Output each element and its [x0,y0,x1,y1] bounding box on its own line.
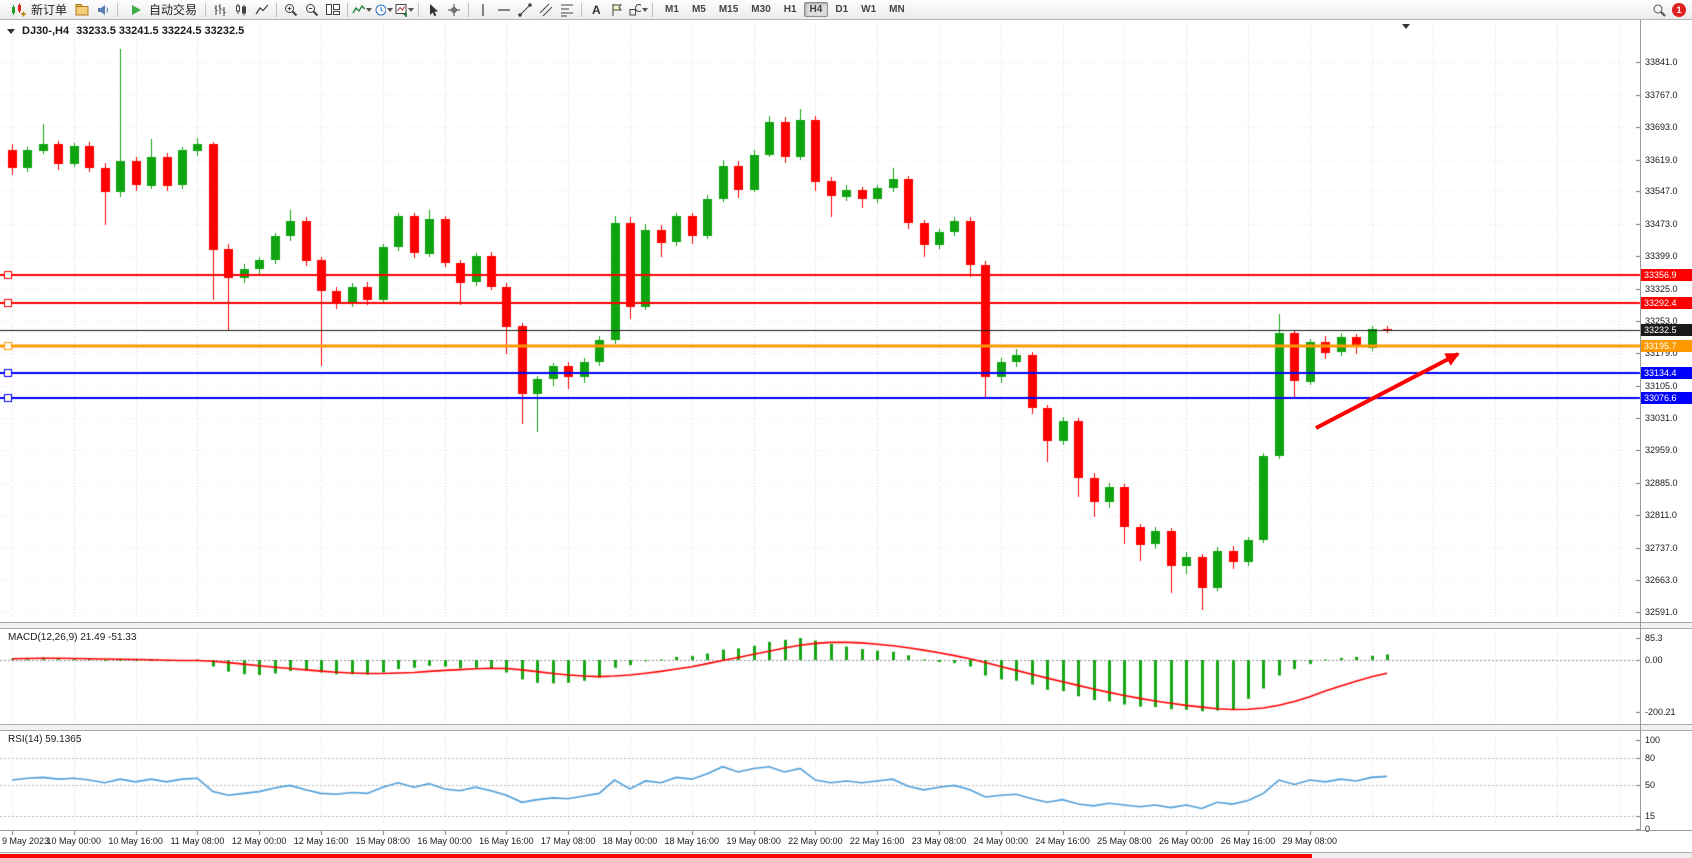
timeframe-button-m15[interactable]: M15 [718,4,739,15]
tile-windows-button[interactable] [323,1,343,19]
ohlc-values: 33233.5 33241.5 33224.5 33232.5 [76,25,245,37]
macd-indicator-label: MACD(12,26,9) 21.49 -51.33 [8,632,137,643]
horizontal-scrollbar[interactable] [0,852,1692,858]
toolbar-separator [652,2,654,17]
clock-period-button[interactable] [373,1,394,19]
shapes-caret-icon [642,7,649,12]
zoom-out-button[interactable] [302,1,322,19]
chart-header: DJ30-,H4 33233.5 33241.5 33224.5 33232.5 [7,25,244,37]
new-order-button[interactable]: 新订单 [4,1,71,19]
scrollbar-thumb[interactable] [0,854,1312,858]
horizontal-line-button[interactable] [494,1,514,19]
channel-button[interactable] [536,1,556,19]
notification-badge[interactable]: 1 [1672,2,1686,17]
candlestick-chart-button[interactable] [231,1,251,19]
sound-alert-icon[interactable] [93,1,113,19]
vertical-line-button[interactable] [473,1,493,19]
trend-arrow-annotation[interactable] [1300,338,1480,438]
fibonacci-button[interactable] [557,1,577,19]
indicators-caret-icon [366,7,373,12]
timeframe-button-m5[interactable]: M5 [691,4,706,15]
search-icon[interactable] [1649,1,1669,19]
new-order-candle-icon [8,1,28,19]
indicators-button[interactable] [352,1,373,19]
timeframe-button-mn[interactable]: MN [889,4,905,15]
svg-text:A: A [592,3,601,17]
timeframe-button-h1[interactable]: H1 [783,4,797,15]
pane-splitter-rsi[interactable] [0,724,1692,731]
line-chart-button[interactable] [252,1,272,19]
bar-chart-button[interactable] [210,1,230,19]
trendline-button[interactable] [515,1,535,19]
timeframe-button-m30[interactable]: M30 [751,4,771,15]
timeframe-button-w1[interactable]: W1 [861,4,877,15]
pane-splitter-macd[interactable] [0,622,1692,629]
chart-scroll-marker-icon[interactable] [1402,24,1410,29]
toolbar-separator [117,2,119,17]
auto-trading-label: 自动交易 [149,3,198,17]
toolbar-separator [347,2,349,17]
templates-button[interactable] [394,1,415,19]
zoom-in-button[interactable] [281,1,301,19]
price-axis-border [1640,20,1641,830]
rsi-indicator-label: RSI(14) 59.1365 [8,734,82,745]
text-button[interactable]: A [586,1,606,19]
timeframe-button-d1[interactable]: D1 [835,4,849,15]
new-order-label: 新订单 [31,3,68,17]
toolbar-separator [581,2,583,17]
auto-trading-button[interactable]: 自动交易 [122,1,201,19]
toolbar: 新订单 自动交易 [0,0,1692,20]
label-button[interactable] [607,1,627,19]
timeframe-button-h4[interactable]: H4 [803,2,829,17]
symbol-period-label: DJ30-,H4 [22,25,70,37]
clock-caret-icon [387,7,394,12]
templates-caret-icon [408,7,415,12]
shapes-button[interactable] [628,1,649,19]
timeframe-button-m1[interactable]: M1 [665,4,679,15]
play-icon [126,1,146,19]
toolbar-separator [205,2,207,17]
toolbar-separator [468,2,470,17]
toolbar-separator [418,2,420,17]
timeframe-group: M1 M5 M15 M30 H1 H4 D1 W1 MN [659,2,911,17]
time-axis-separator [0,830,1692,831]
toolbar-separator [276,2,278,17]
cursor-button[interactable] [423,1,443,19]
crosshair-button[interactable] [444,1,464,19]
charts-profile-icon[interactable] [72,1,92,19]
one-click-trading-toggle-icon[interactable] [7,28,15,34]
